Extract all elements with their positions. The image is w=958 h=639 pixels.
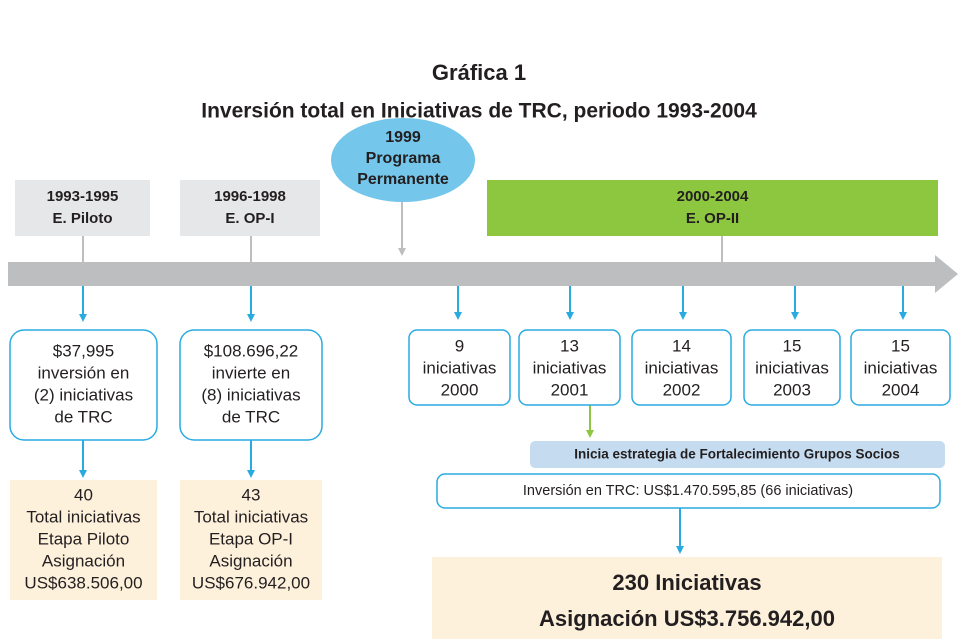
investment-card bbox=[179, 329, 323, 441]
year-text: 9 bbox=[455, 336, 464, 355]
year-text: 2002 bbox=[663, 380, 701, 399]
milestone-text: Permanente bbox=[357, 171, 449, 188]
investment-total-text: Inversión en TRC: US$1.470.595,85 (66 in… bbox=[523, 483, 853, 499]
year-text: iniciativas bbox=[864, 358, 938, 377]
total-text: Asignación bbox=[42, 551, 125, 570]
title: Gráfica 1 bbox=[432, 60, 526, 85]
year-text: 15 bbox=[783, 336, 802, 355]
summary-text: Asignación US$3.756.942,00 bbox=[539, 606, 835, 631]
year-card bbox=[518, 329, 621, 406]
phase-text: E. Piloto bbox=[53, 210, 113, 227]
strategy-bar bbox=[530, 441, 945, 468]
milestone-text: Programa bbox=[366, 150, 441, 167]
total-card bbox=[10, 480, 157, 600]
year-text: 2001 bbox=[551, 380, 589, 399]
phase-text: E. OP-I bbox=[225, 210, 274, 227]
total-text: Total iniciativas bbox=[26, 507, 140, 526]
year-text: 15 bbox=[891, 336, 910, 355]
phase-box bbox=[180, 180, 320, 236]
year-text: 2004 bbox=[882, 380, 920, 399]
total-text: Total iniciativas bbox=[194, 507, 308, 526]
year-card bbox=[850, 329, 951, 406]
phase-text: 1993-1995 bbox=[47, 188, 119, 205]
year-text: 2003 bbox=[773, 380, 811, 399]
timeline-arrowhead bbox=[935, 255, 958, 293]
year-text: iniciativas bbox=[755, 358, 829, 377]
milestone-text: 1999 bbox=[385, 129, 421, 146]
title: Inversión total en Iniciativas de TRC, p… bbox=[201, 100, 757, 123]
investment-text: $108.696,22 bbox=[204, 341, 299, 360]
year-card bbox=[743, 329, 841, 406]
year-text: 14 bbox=[672, 336, 691, 355]
year-text: 2000 bbox=[441, 380, 479, 399]
phase-text: 2000-2004 bbox=[677, 188, 749, 205]
investment-text: (2) iniciativas bbox=[34, 385, 133, 404]
shapes bbox=[8, 118, 958, 639]
total-text: Asignación bbox=[209, 551, 292, 570]
phase-box bbox=[15, 180, 150, 236]
total-text: 43 bbox=[242, 485, 261, 504]
investment-text: $37,995 bbox=[53, 341, 114, 360]
investment-text: de TRC bbox=[222, 407, 280, 426]
year-text: iniciativas bbox=[533, 358, 607, 377]
phase-text: 1996-1998 bbox=[214, 188, 286, 205]
investment-text: inversión en bbox=[38, 363, 130, 382]
year-card bbox=[631, 329, 732, 406]
investment-box bbox=[436, 473, 941, 509]
year-text: iniciativas bbox=[645, 358, 719, 377]
total-text: US$676.942,00 bbox=[192, 573, 310, 592]
summary-text: 230 Iniciativas bbox=[612, 570, 761, 595]
total-text: 40 bbox=[74, 485, 93, 504]
timeline-bar bbox=[8, 262, 935, 286]
total-text: Etapa Piloto bbox=[38, 529, 130, 548]
investment-card bbox=[9, 329, 158, 441]
phase-text: E. OP-II bbox=[686, 210, 739, 227]
strategy-text: Inicia estrategia de Fortalecimiento Gru… bbox=[574, 447, 900, 462]
investment-text: invierte en bbox=[212, 363, 290, 382]
total-text: Etapa OP-I bbox=[209, 529, 293, 548]
investment-text: (8) iniciativas bbox=[201, 385, 300, 404]
total-text: US$638.506,00 bbox=[24, 573, 142, 592]
year-card bbox=[408, 329, 511, 406]
year-text: iniciativas bbox=[423, 358, 497, 377]
investment-text: de TRC bbox=[54, 407, 112, 426]
milestone-ellipse bbox=[331, 118, 475, 202]
phase-box bbox=[487, 180, 938, 236]
year-text: 13 bbox=[560, 336, 579, 355]
total-card bbox=[180, 480, 322, 600]
summary-box bbox=[432, 557, 942, 639]
